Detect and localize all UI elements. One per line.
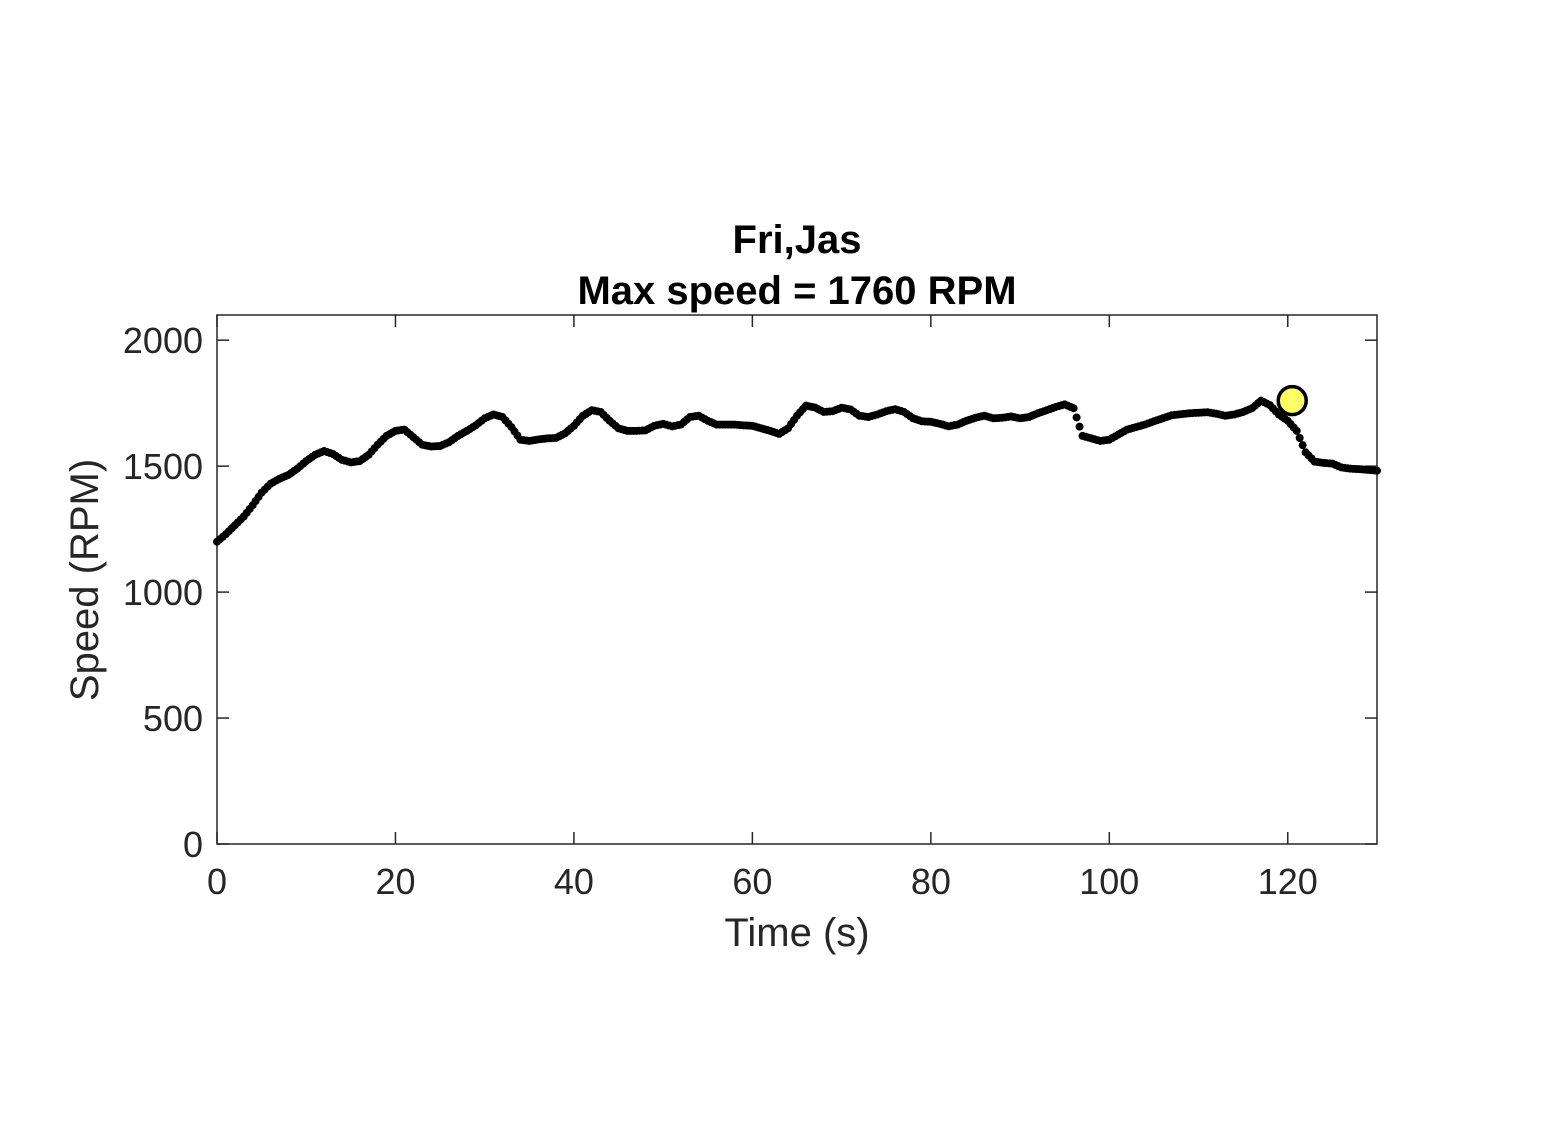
max-marker-layer <box>1276 384 1308 417</box>
data-point <box>1295 434 1304 443</box>
x-tick-label: 100 <box>1079 861 1139 902</box>
data-point <box>1292 426 1301 435</box>
chart-title: Fri,Jas <box>733 218 862 262</box>
x-tick-label: 20 <box>375 861 415 902</box>
data-point <box>1069 404 1078 413</box>
data-point <box>1072 413 1081 422</box>
x-tick-label: 120 <box>1258 861 1318 902</box>
y-tick-label: 1500 <box>123 446 203 487</box>
x-tick-label: 0 <box>207 861 227 902</box>
y-tick-label: 0 <box>183 824 203 865</box>
x-tick-label: 40 <box>554 861 594 902</box>
y-tick-label: 500 <box>143 698 203 739</box>
data-point <box>1373 466 1381 475</box>
x-tick-label: 80 <box>911 861 951 902</box>
y-axis-ticks: 0 500 1000 1500 2000 <box>123 320 1377 865</box>
plot-area <box>216 314 1378 845</box>
data-series <box>213 396 1381 546</box>
y-tick-label: 2000 <box>123 320 203 361</box>
chart-subtitle: Max speed = 1760 RPM <box>577 269 1016 313</box>
data-point <box>1298 441 1307 450</box>
x-tick-label: 60 <box>732 861 772 902</box>
x-axis-label: Time (s) <box>724 911 869 955</box>
y-tick-label: 1000 <box>123 572 203 613</box>
max-speed-marker <box>1276 384 1308 417</box>
x-axis-ticks: 0 20 40 60 80 100 120 <box>207 315 1318 902</box>
y-axis-label: Speed (RPM) <box>63 459 107 701</box>
data-point <box>1075 422 1084 431</box>
